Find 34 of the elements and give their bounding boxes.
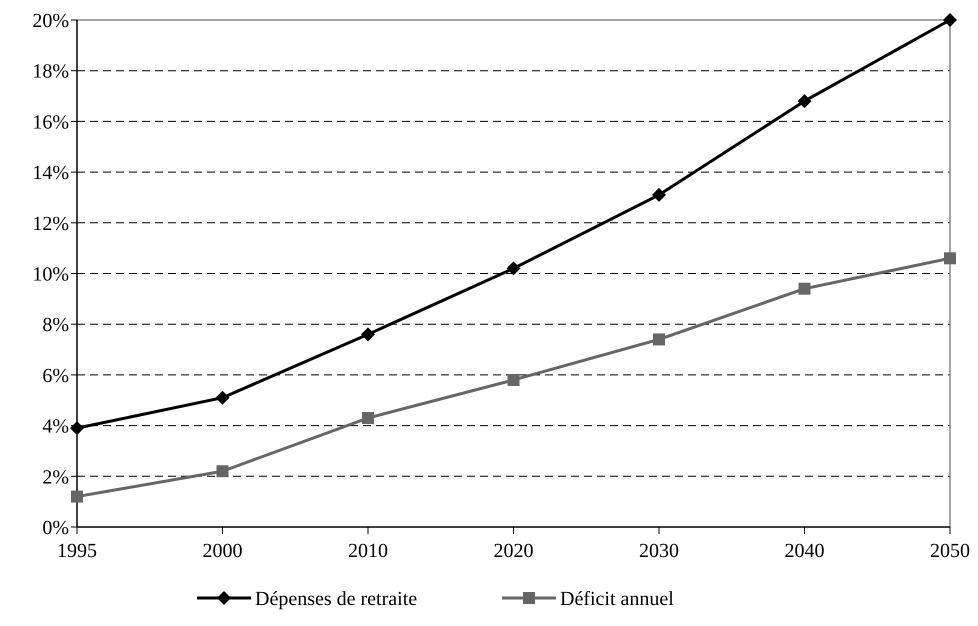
point: [943, 13, 957, 27]
x-tick-label: 2010: [348, 540, 388, 562]
point: [508, 374, 520, 386]
point: [70, 421, 84, 436]
x-tick-label: 2000: [202, 540, 242, 562]
point: [653, 333, 665, 346]
y-tick-label: 20%: [32, 10, 69, 32]
y-tick-label: 14%: [32, 162, 69, 184]
point: [361, 327, 375, 342]
point: [798, 94, 812, 108]
y-tick-label: 6%: [42, 364, 69, 387]
y-tick-label: 2%: [42, 466, 69, 488]
x-tick-label: 2030: [639, 540, 679, 562]
x-tick-label: 2020: [494, 540, 534, 562]
x-tick-label: 1995: [57, 540, 97, 562]
y-tick-label: 12%: [32, 212, 69, 235]
y-tick-label: 10%: [32, 264, 69, 286]
y-tick-label: 4%: [42, 416, 69, 438]
legend-label: Déficit annuel: [560, 588, 674, 610]
point: [652, 188, 666, 202]
legend-label: Dépenses de retraite: [255, 588, 418, 610]
x-tick-label: 2040: [784, 540, 824, 562]
y-tick-label: 16%: [32, 111, 69, 134]
point: [216, 390, 230, 405]
y-tick-label: 0%: [42, 517, 69, 539]
point: [362, 412, 374, 424]
x-tick-label: 2050: [930, 540, 970, 562]
point: [506, 261, 520, 276]
y-tick-label: 8%: [42, 314, 69, 336]
y-tick-label: 18%: [32, 60, 69, 83]
point: [216, 465, 228, 478]
point: [71, 490, 83, 503]
point: [798, 282, 810, 295]
point: [944, 252, 956, 264]
